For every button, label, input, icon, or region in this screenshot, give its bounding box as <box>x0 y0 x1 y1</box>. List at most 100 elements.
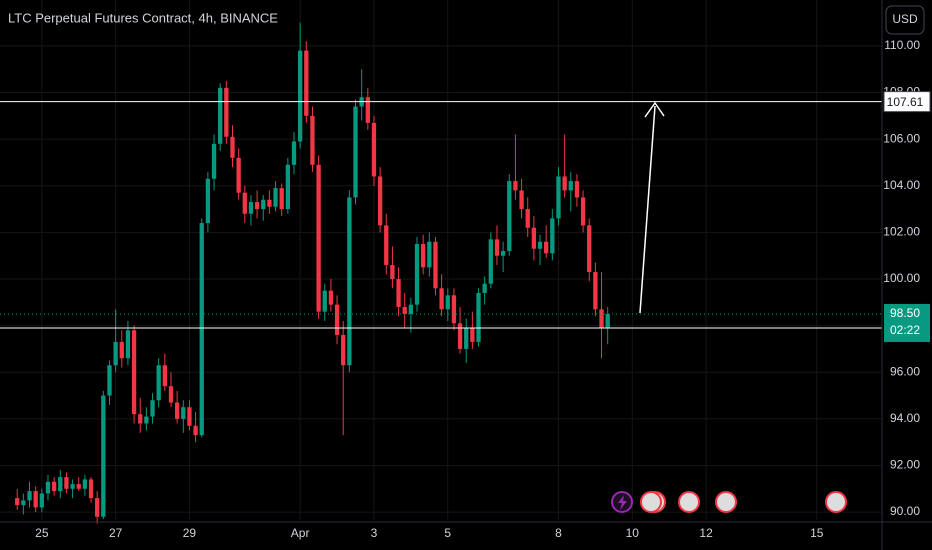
candle-body <box>605 313 610 328</box>
y-tick-label: 106.00 <box>883 131 920 145</box>
candles <box>15 22 610 524</box>
candle-body <box>15 498 20 506</box>
candle-body <box>531 227 537 249</box>
candle-body <box>599 309 604 328</box>
candle-body <box>562 176 567 191</box>
candle-body <box>371 122 377 177</box>
event-icon[interactable] <box>715 491 737 513</box>
candle-body <box>95 498 100 517</box>
candle-body <box>230 136 235 158</box>
candle-body <box>544 241 549 254</box>
level-label: 107.61 <box>887 95 924 109</box>
candle-body <box>76 484 81 489</box>
candle-body <box>261 199 266 210</box>
candle-body <box>168 386 174 403</box>
x-tick-label: 15 <box>810 526 824 540</box>
event-icons <box>611 491 847 513</box>
candle-body <box>174 402 180 419</box>
candle-body <box>199 223 204 436</box>
candle-body <box>322 290 327 312</box>
candle-body <box>580 197 586 226</box>
currency-button[interactable] <box>885 5 925 35</box>
candle-body <box>144 416 149 424</box>
candle-body <box>500 251 506 256</box>
event-icon[interactable] <box>678 491 700 513</box>
candle-body <box>519 190 524 210</box>
candle-body <box>64 477 69 489</box>
candle-body <box>439 288 444 310</box>
level-label-box <box>883 91 931 113</box>
candle-body <box>568 181 573 191</box>
candle-body <box>451 295 457 324</box>
candle-body <box>525 209 530 228</box>
candle-body <box>476 292 481 342</box>
y-tick-label: 104.00 <box>883 178 920 192</box>
candle-body <box>119 341 124 359</box>
candle-body <box>408 304 414 314</box>
candle-body <box>316 164 321 312</box>
y-tick-label: 92.00 <box>890 458 920 472</box>
candle-body <box>402 306 407 314</box>
candle-body <box>304 50 309 116</box>
candle-body <box>267 199 272 207</box>
candle-body <box>218 87 223 144</box>
candle-body <box>33 491 38 508</box>
candle-body <box>113 341 118 366</box>
candle-body <box>421 244 426 268</box>
candle-body <box>101 395 106 517</box>
y-tick-label: 102.00 <box>883 225 920 239</box>
candle-body <box>205 178 211 224</box>
last-price-box <box>884 303 930 342</box>
candle-body <box>138 414 143 424</box>
candle-body <box>254 202 260 210</box>
candle-body <box>470 327 475 342</box>
candle-body <box>384 225 389 266</box>
x-tick-label: 29 <box>183 526 197 540</box>
candle-body <box>574 181 580 198</box>
candle-body <box>291 141 297 165</box>
candle-body <box>248 202 254 214</box>
candle-body <box>587 225 592 273</box>
candle-body <box>150 400 155 417</box>
candle-body <box>482 283 487 293</box>
candle-body <box>414 244 420 305</box>
candle-body <box>21 500 26 506</box>
candle-body <box>347 197 352 366</box>
candle-body <box>242 192 247 214</box>
candle-body <box>433 241 438 289</box>
candle-body <box>328 290 334 305</box>
candle-body <box>45 481 51 494</box>
candle-body <box>488 239 493 284</box>
candle-body <box>279 188 284 210</box>
candle-body <box>285 164 291 210</box>
candle-body <box>27 491 32 501</box>
candle-body <box>427 241 432 268</box>
x-tick-label: 3 <box>371 526 378 540</box>
candle-body <box>58 477 63 492</box>
x-tick-label: 12 <box>699 526 713 540</box>
candle-body <box>131 330 137 415</box>
last-price-label: 98.50 <box>890 306 920 320</box>
y-tick-label: 94.00 <box>890 411 920 425</box>
candle-body <box>494 239 500 256</box>
chart-title: LTC Perpetual Futures Contract, 4h, BINA… <box>8 10 278 25</box>
candle-body <box>156 365 161 401</box>
candle-body <box>211 143 217 179</box>
event-icon[interactable] <box>825 491 847 513</box>
candle-body <box>396 278 401 307</box>
candle-body <box>341 334 346 366</box>
candle-body <box>162 365 167 387</box>
candle-body <box>310 115 315 165</box>
arrow-line <box>639 105 656 314</box>
x-tick-label: 27 <box>109 526 123 540</box>
candle-body <box>537 241 543 249</box>
x-tick-label: 5 <box>444 526 451 540</box>
lightning <box>618 495 627 510</box>
candle-body <box>365 97 370 123</box>
candle-body <box>224 87 229 137</box>
candle-body <box>377 176 383 226</box>
candle-body <box>390 265 395 279</box>
event-icon[interactable] <box>640 491 662 513</box>
candle-body <box>193 425 198 436</box>
